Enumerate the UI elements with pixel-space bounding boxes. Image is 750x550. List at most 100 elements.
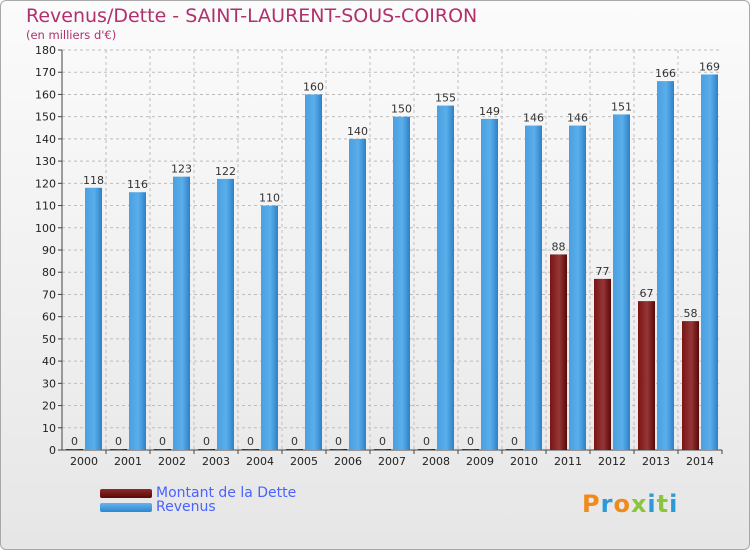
data-label-revenue-2007: 150: [391, 103, 412, 116]
legend-debt-swatch: [100, 489, 152, 498]
chart-subtitle: (en milliers d'€): [26, 28, 117, 42]
bar-debt-2010: [506, 449, 523, 450]
x-tick-label: 2010: [510, 455, 538, 468]
bar-debt-2001: [110, 449, 127, 450]
proxiti-logo: Proxiti: [582, 490, 678, 518]
data-label-debt-2009: 0: [467, 435, 474, 448]
x-tick-label: 2003: [202, 455, 230, 468]
x-tick-label: 2014: [686, 455, 714, 468]
bar-debt-2002: [154, 449, 171, 450]
data-label-revenue-2002: 123: [171, 163, 192, 176]
y-tick-label: 160: [35, 88, 56, 101]
y-tick-label: 110: [35, 200, 56, 213]
bar-debt-2009: [462, 449, 479, 450]
data-label-debt-2004: 0: [247, 435, 254, 448]
x-tick-label: 2009: [466, 455, 494, 468]
y-tick-label: 80: [42, 266, 56, 279]
y-tick-label: 60: [42, 311, 56, 324]
data-label-debt-2006: 0: [335, 435, 342, 448]
bar-debt-2000: [66, 449, 83, 450]
y-tick-label: 90: [42, 244, 56, 257]
bar-revenue-2010: [525, 125, 542, 451]
logo-letter: P: [582, 490, 601, 518]
bar-revenue-2012: [613, 114, 630, 450]
bar-debt-2014: [682, 321, 699, 450]
x-tick-label: 2002: [158, 455, 186, 468]
data-label-revenue-2005: 160: [303, 80, 324, 93]
data-label-debt-2000: 0: [71, 435, 78, 448]
data-label-revenue-2011: 146: [567, 112, 588, 125]
bar-debt-2007: [374, 449, 391, 450]
grid-lines: [62, 49, 722, 450]
x-tick-label: 2006: [334, 455, 362, 468]
data-label-revenue-2009: 149: [479, 105, 500, 118]
y-tick-label: 180: [35, 44, 56, 57]
data-label-revenue-2001: 116: [127, 178, 148, 191]
y-tick-label: 140: [35, 133, 56, 146]
data-label-debt-2001: 0: [115, 435, 122, 448]
data-label-revenue-2014: 169: [699, 60, 720, 73]
legend-revenue-label: Revenus: [156, 499, 216, 515]
data-label-revenue-2013: 166: [655, 67, 676, 80]
x-tick-label: 2012: [598, 455, 626, 468]
y-tick-label: 70: [42, 288, 56, 301]
logo-letter: o: [613, 490, 631, 518]
data-label-revenue-2010: 146: [523, 112, 544, 125]
bar-revenue-2006: [349, 138, 366, 450]
y-tick-label: 20: [42, 400, 56, 413]
y-tick-label: 30: [42, 377, 56, 390]
data-label-revenue-2000: 118: [83, 174, 104, 187]
data-labels: 0 118 0 116 0 123 0 122 0 110 0 160 0 140 0 150 0 155 0 149…: [71, 60, 720, 448]
y-tick-label: 40: [42, 355, 56, 368]
data-label-debt-2003: 0: [203, 435, 210, 448]
data-label-debt-2008: 0: [423, 435, 430, 448]
bar-revenue-2014: [701, 74, 718, 450]
y-tick-label: 100: [35, 222, 56, 235]
y-tick-label: 170: [35, 66, 56, 79]
bar-debt-2003: [198, 449, 215, 450]
chart-title: Revenus/Dette - SAINT-LAURENT-SOUS-COIRO…: [26, 5, 478, 27]
bar-revenue-2013: [657, 81, 674, 450]
bar-revenue-2008: [437, 105, 454, 451]
bar-debt-2004: [242, 449, 259, 450]
logo-letter: t: [656, 490, 670, 518]
bar-revenue-2005: [305, 94, 322, 450]
bar-revenue-2003: [217, 178, 234, 450]
bar-debt-2005: [286, 449, 303, 450]
data-label-revenue-2004: 110: [259, 192, 280, 205]
y-tick-label: 150: [35, 111, 56, 124]
x-tick-label: 2004: [246, 455, 274, 468]
y-tick-label: 130: [35, 155, 56, 168]
x-tick-label: 2008: [422, 455, 450, 468]
x-tick-label: 2000: [70, 455, 98, 468]
bars: [66, 74, 718, 451]
bar-debt-2008: [418, 449, 435, 450]
bar-debt-2012: [594, 278, 611, 450]
y-tick-label: 120: [35, 177, 56, 190]
x-tick-label: 2005: [290, 455, 318, 468]
bar-revenue-2000: [85, 187, 102, 450]
bar-revenue-2009: [481, 118, 498, 450]
bar-debt-2011: [550, 254, 567, 450]
logo-letter: x: [630, 490, 648, 518]
data-label-debt-2013: 67: [640, 287, 654, 300]
x-tick-label: 2013: [642, 455, 670, 468]
bar-debt-2013: [638, 301, 655, 450]
x-tick-label: 2001: [114, 455, 142, 468]
data-label-debt-2005: 0: [291, 435, 298, 448]
axes: 0 10 20 30 40 50 60 70 80 90 100 110 120 130 140 150 160…: [35, 44, 723, 468]
y-tick-label: 50: [42, 333, 56, 346]
x-tick-label: 2007: [378, 455, 406, 468]
legend-debt-label: Montant de la Dette: [156, 485, 297, 501]
data-label-debt-2007: 0: [379, 435, 386, 448]
data-label-debt-2011: 88: [552, 240, 566, 253]
bar-revenue-2011: [569, 125, 586, 451]
logo-letter: i: [669, 490, 679, 518]
data-label-revenue-2008: 155: [435, 92, 456, 105]
bar-revenue-2007: [393, 116, 410, 451]
y-tick-label: 0: [49, 444, 56, 457]
bar-revenue-2001: [129, 192, 146, 450]
data-label-debt-2012: 77: [596, 265, 610, 278]
data-label-revenue-2012: 151: [611, 100, 632, 113]
